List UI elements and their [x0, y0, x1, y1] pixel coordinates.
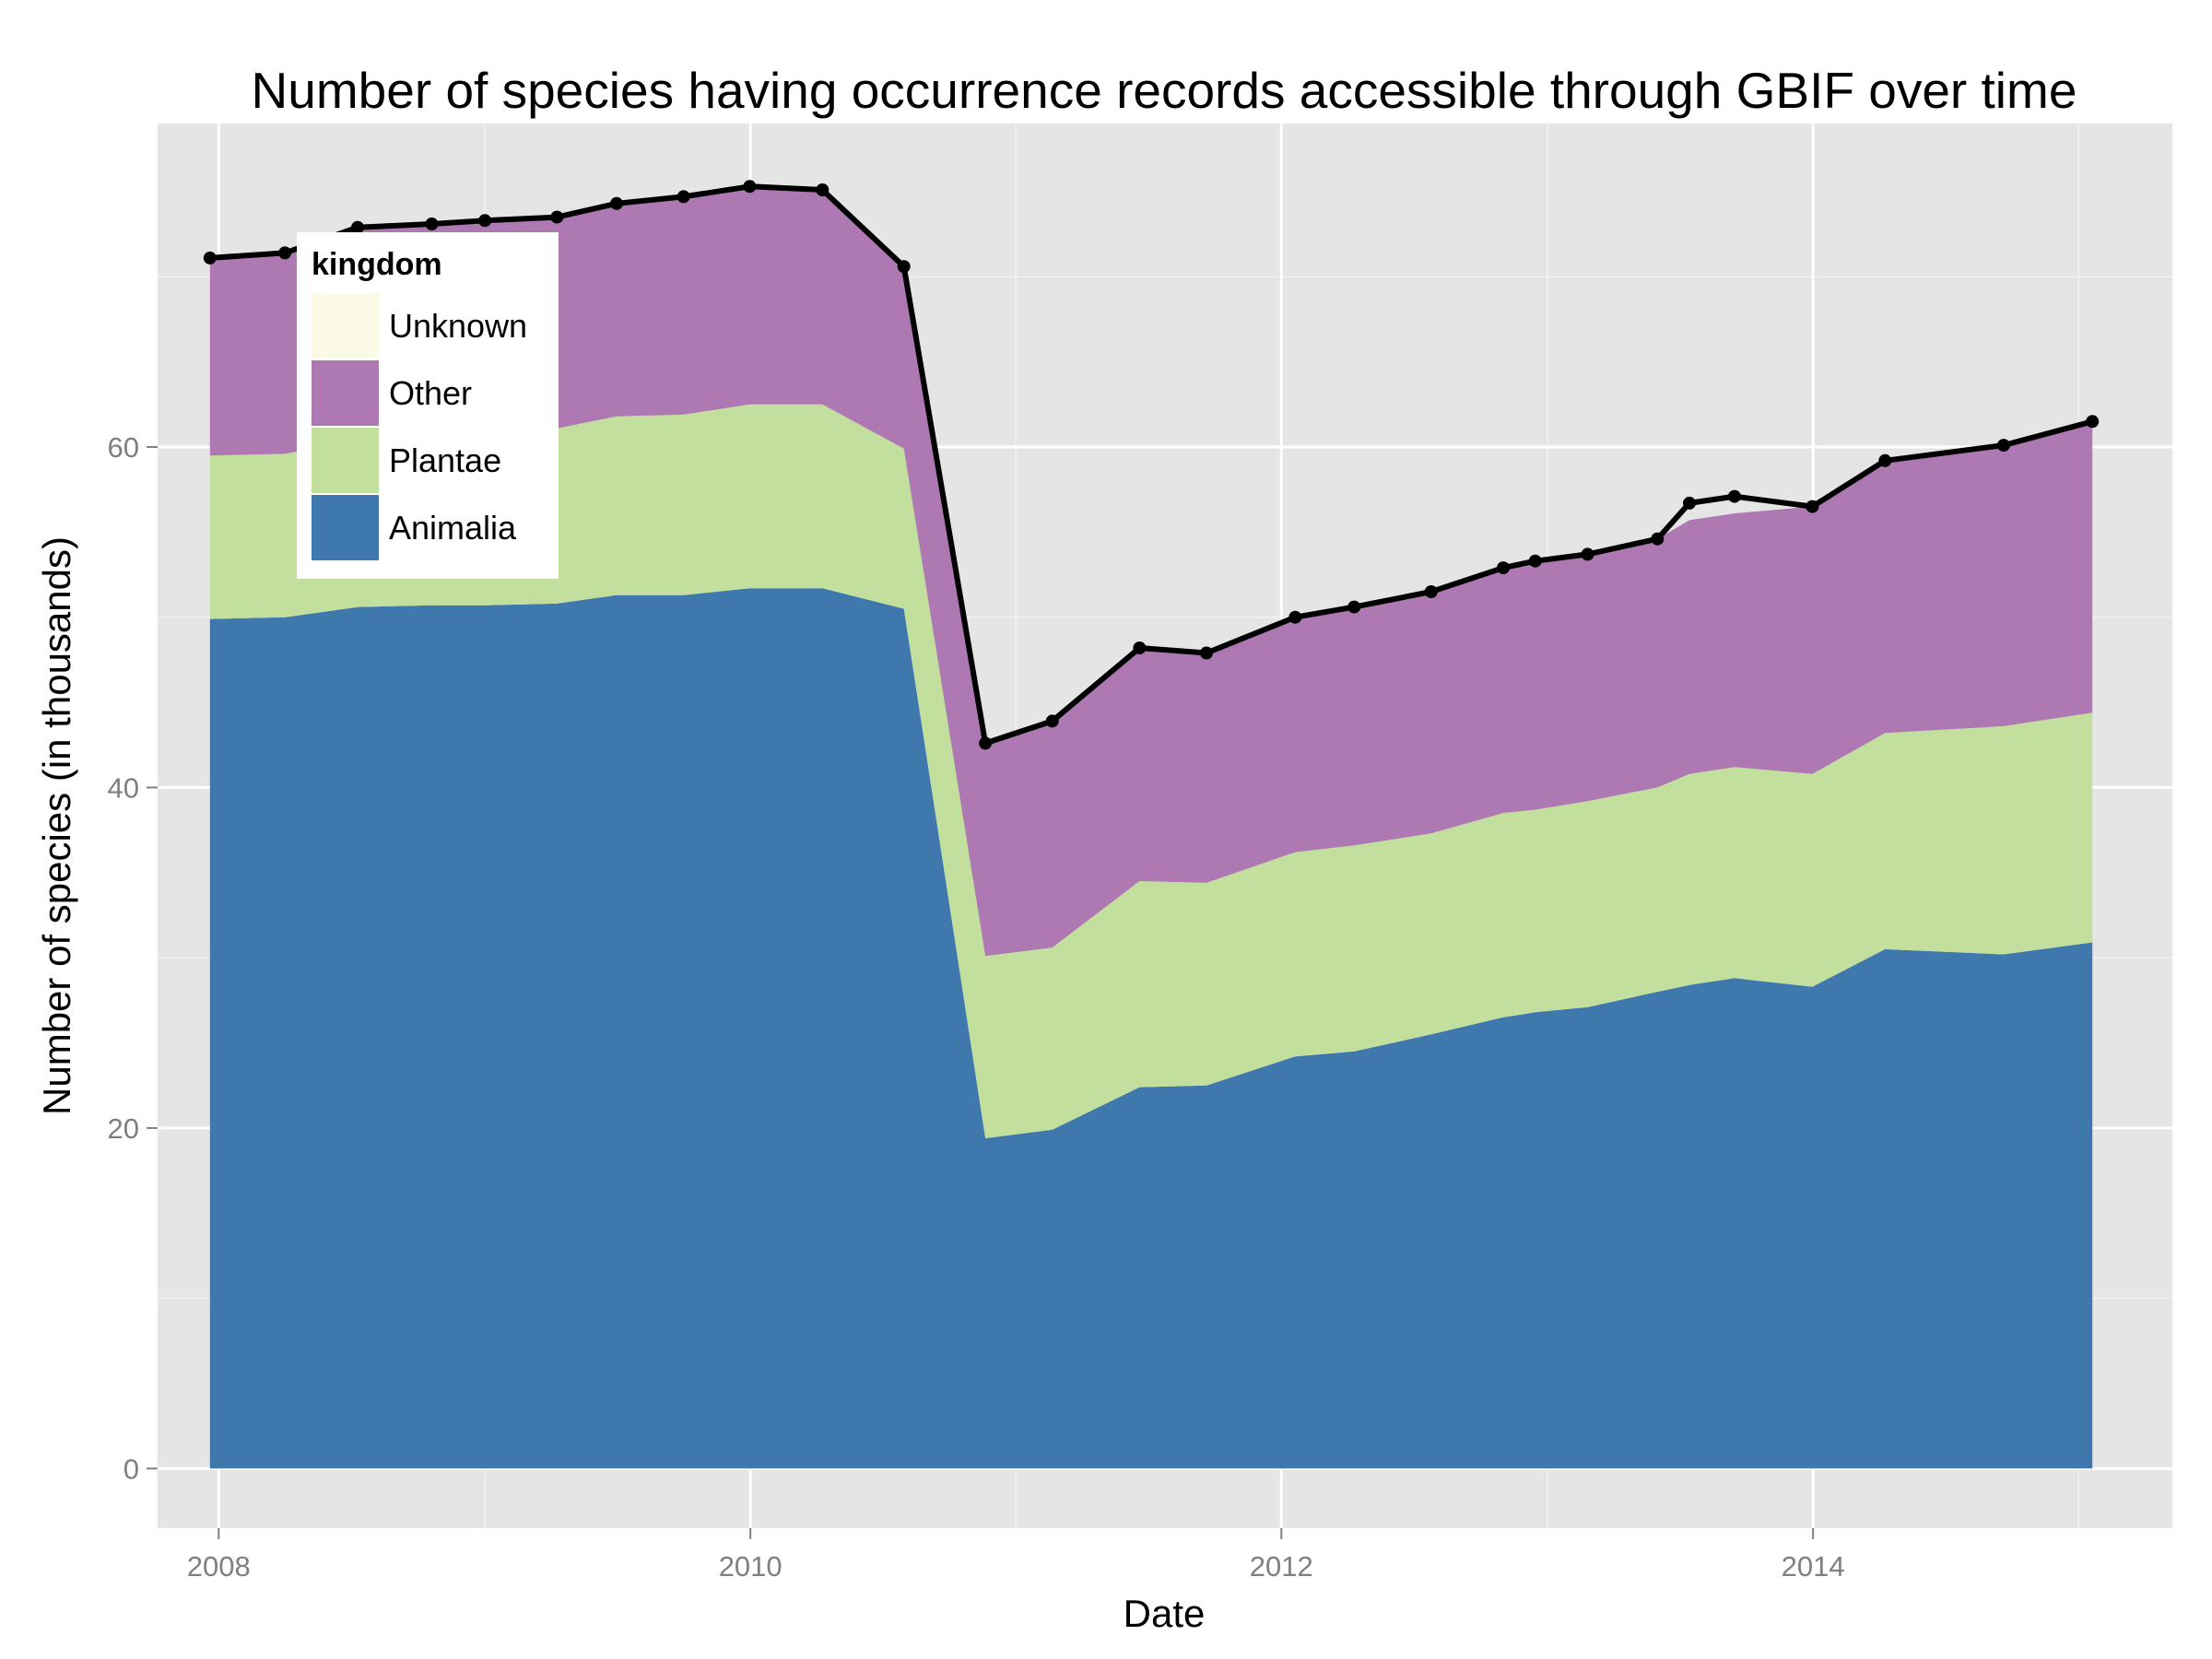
legend-label-unknown: Unknown	[389, 307, 527, 345]
total-line	[209, 183, 2093, 747]
area-plantae	[209, 404, 2093, 1138]
x-tick-label: 2008	[187, 1550, 251, 1583]
total-point	[1581, 547, 1594, 561]
total-point	[1424, 585, 1438, 598]
total-point	[1727, 489, 1741, 503]
legend-title: kingdom	[312, 247, 442, 282]
legend-key-plantae	[312, 428, 379, 493]
area-animalia	[209, 588, 2093, 1469]
total-point	[1651, 532, 1665, 546]
total-point	[478, 214, 492, 228]
legend-label-animalia: Animalia	[389, 509, 517, 547]
total-point	[550, 210, 564, 224]
total-point	[1497, 561, 1510, 575]
total-point	[610, 196, 623, 210]
total-point	[816, 183, 830, 196]
x-tick-label: 2012	[1250, 1550, 1313, 1583]
total-line-layer	[203, 180, 2100, 750]
y-tick-label: 0	[124, 1453, 139, 1485]
total-point	[1806, 500, 1819, 513]
axes: 0 20 40 60 2008 2010 2012 2014	[108, 431, 1845, 1583]
total-point	[1133, 641, 1147, 654]
legend-key-other	[312, 360, 379, 426]
area-layers	[209, 186, 2093, 1469]
total-point	[1528, 554, 1542, 568]
total-point	[425, 218, 439, 230]
y-tick-label: 60	[108, 431, 139, 464]
x-axis-title: Date	[1124, 1592, 1206, 1635]
y-tick-label: 40	[108, 771, 139, 804]
total-point	[1683, 496, 1696, 510]
total-point	[203, 251, 217, 265]
x-tick-label: 2014	[1782, 1550, 1845, 1583]
legend-label-plantae: Plantae	[389, 441, 501, 479]
total-point	[1996, 439, 2010, 453]
total-point	[1045, 714, 1059, 728]
legend-key-animalia	[312, 495, 379, 560]
y-axis-title: Number of species (in thousands)	[35, 536, 78, 1115]
total-point	[743, 180, 757, 194]
total-point	[897, 260, 911, 274]
total-point	[677, 190, 690, 204]
total-point	[1288, 610, 1302, 624]
legend-key-unknown	[312, 293, 379, 359]
chart-title: Number of species having occurrence reco…	[252, 62, 2077, 119]
area-other	[209, 186, 2093, 957]
total-point	[351, 220, 364, 234]
total-point	[1878, 453, 1892, 467]
legend-items: Unknown Other Plantae Animalia	[312, 293, 527, 560]
total-point	[278, 246, 292, 260]
x-tick-label: 2010	[719, 1550, 782, 1583]
total-point	[1200, 646, 1213, 660]
legend-label-other: Other	[389, 374, 472, 412]
y-tick-label: 20	[108, 1112, 139, 1145]
total-point	[2086, 415, 2100, 429]
total-point	[979, 736, 993, 750]
total-point	[1347, 600, 1361, 614]
legend: kingdom Unknown Other Plantae Animalia	[297, 232, 559, 579]
